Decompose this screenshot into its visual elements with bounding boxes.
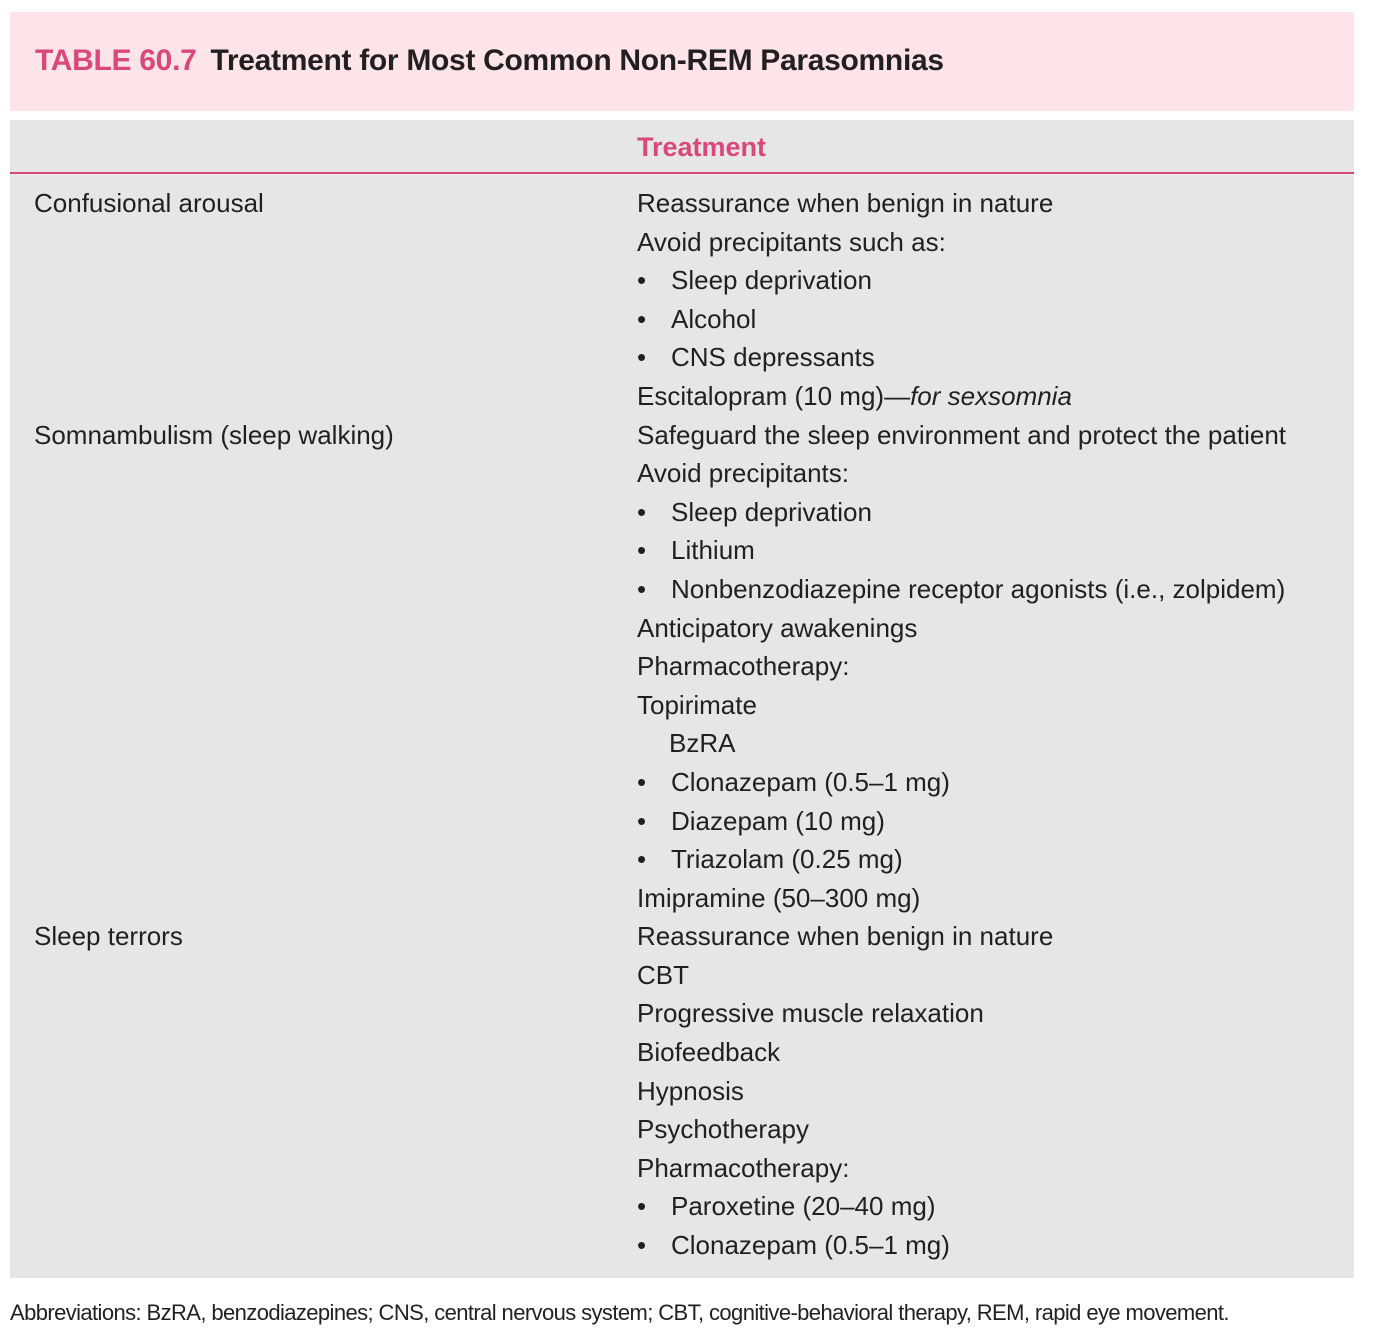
treatment-cell: Safeguard the sleep environment and prot… — [637, 416, 1286, 918]
treatment-line: Psychotherapy — [637, 1110, 1053, 1149]
table-row: Somnambulism (sleep walking) Safeguard th… — [10, 416, 1354, 918]
bullet-icon: • — [637, 342, 647, 373]
table-number: TABLE 60.7 — [35, 44, 197, 77]
condition-cell: Somnambulism (sleep walking) — [34, 419, 394, 450]
bullet-icon: • — [637, 496, 647, 527]
treatment-line: Anticipatory awakenings — [637, 609, 1286, 648]
line-text: Pharmacotherapy: — [637, 651, 850, 682]
line-text: Escitalopram (10 mg)— — [637, 380, 911, 411]
line-text: Progressive muscle relaxation — [637, 998, 984, 1029]
bullet-item: • Paroxetine (20–40 mg) — [637, 1187, 1053, 1226]
bullet-icon: • — [637, 265, 647, 296]
line-text: Diazepam (10 mg) — [671, 805, 885, 836]
bullet-icon: • — [637, 535, 647, 566]
treatment-line: Pharmacotherapy: — [637, 1149, 1053, 1188]
table-row: Confusional arousal Reassurance when beni… — [10, 184, 1354, 416]
line-text: Topirimate — [637, 689, 757, 720]
bullet-icon: • — [637, 844, 647, 875]
line-text: Hypnosis — [637, 1075, 744, 1106]
bullet-item: • Lithium — [637, 531, 1286, 570]
treatment-line: Hypnosis — [637, 1072, 1053, 1111]
bullet-item: • CNS depressants — [637, 338, 1072, 377]
bullet-icon: • — [637, 303, 647, 334]
condition-cell: Sleep terrors — [34, 921, 183, 952]
line-text: BzRA — [669, 728, 736, 759]
italic-note: for sexsomnia — [910, 380, 1072, 411]
condition-cell: Confusional arousal — [34, 188, 264, 218]
treatment-line: BzRA — [637, 724, 1286, 763]
footnote: Abbreviations: BzRA, benzodiazepines; CN… — [10, 1300, 1230, 1325]
line-text: Safeguard the sleep environment and prot… — [637, 419, 1286, 450]
column-header-treatment: Treatment — [637, 132, 767, 162]
treatment-cell: Reassurance when benign in nature Avoid p… — [637, 184, 1072, 416]
table-body: Confusional arousal Reassurance when beni… — [10, 184, 1354, 1265]
treatment-line: Biofeedback — [637, 1033, 1053, 1072]
treatment-cell: Reassurance when benign in nature CBT Prog… — [637, 917, 1053, 1264]
line-text: Sleep deprivation — [671, 265, 872, 296]
line-text: Reassurance when benign in nature — [637, 921, 1054, 952]
line-text: Nonbenzodiazepine receptor agonists (i.e… — [671, 573, 1286, 604]
bullet-item: • Nonbenzodiazepine receptor agonists (i.… — [637, 570, 1286, 609]
line-text: CBT — [637, 959, 689, 990]
bullet-item: • Clonazepam (0.5–1 mg) — [637, 763, 1286, 802]
line-text: Reassurance when benign in nature — [637, 188, 1054, 218]
bullet-item: • Triazolam (0.25 mg) — [637, 840, 1286, 879]
treatment-line: Reassurance when benign in nature — [637, 184, 1072, 223]
treatment-line: Topirimate — [637, 686, 1286, 725]
treatment-line: Avoid precipitants such as: — [637, 223, 1072, 262]
line-text: Sleep deprivation — [671, 496, 872, 527]
line-text: Psychotherapy — [637, 1114, 809, 1145]
line-text: Clonazepam (0.5–1 mg) — [671, 1230, 950, 1261]
bullet-item: • Sleep deprivation — [637, 493, 1286, 532]
bullet-icon: • — [637, 766, 647, 797]
treatment-line: Safeguard the sleep environment and prot… — [637, 416, 1286, 455]
treatment-line: Imipramine (50–300 mg) — [637, 879, 1286, 918]
header-rule — [10, 172, 1354, 174]
line-text: Pharmacotherapy: — [637, 1152, 850, 1183]
line-text: Avoid precipitants: — [637, 458, 849, 489]
table-title-text: Treatment for Most Common Non-REM Paraso… — [210, 44, 945, 77]
table-title-bar: TABLE 60.7 Treatment for Most Common Non-… — [10, 12, 1354, 111]
bullet-icon: • — [637, 805, 647, 836]
bullet-icon: • — [637, 1191, 647, 1222]
line-text: Imipramine (50–300 mg) — [637, 882, 921, 913]
line-text: CNS depressants — [671, 342, 875, 373]
line-text: Avoid precipitants such as: — [637, 226, 946, 257]
line-text: Biofeedback — [637, 1037, 781, 1068]
bullet-icon: • — [637, 1230, 647, 1261]
bullet-icon: • — [637, 573, 647, 604]
treatment-line: Pharmacotherapy: — [637, 647, 1286, 686]
line-text: Paroxetine (20–40 mg) — [671, 1191, 936, 1222]
treatment-line: Reassurance when benign in nature — [637, 917, 1053, 956]
bullet-item: • Clonazepam (0.5–1 mg) — [637, 1226, 1053, 1265]
treatment-table: Treatment Confusional arousal Reassurance… — [10, 120, 1354, 1278]
bullet-item: • Alcohol — [637, 300, 1072, 339]
treatment-line: Avoid precipitants: — [637, 454, 1286, 493]
treatment-line: Progressive muscle relaxation — [637, 994, 1053, 1033]
line-text: Lithium — [671, 535, 755, 566]
table-title: TABLE 60.7 Treatment for Most Common Non-… — [35, 44, 944, 78]
bullet-item: • Diazepam (10 mg) — [637, 802, 1286, 841]
line-text: Triazolam (0.25 mg) — [671, 844, 903, 875]
line-text: Clonazepam (0.5–1 mg) — [671, 766, 950, 797]
line-text: Anticipatory awakenings — [637, 612, 918, 643]
treatment-line: CBT — [637, 956, 1053, 995]
treatment-line: Escitalopram (10 mg)—for sexsomnia — [637, 377, 1072, 416]
table-row: Sleep terrors Reassurance when benign in … — [10, 917, 1354, 1264]
bullet-item: • Sleep deprivation — [637, 261, 1072, 300]
line-text: Alcohol — [671, 303, 757, 334]
